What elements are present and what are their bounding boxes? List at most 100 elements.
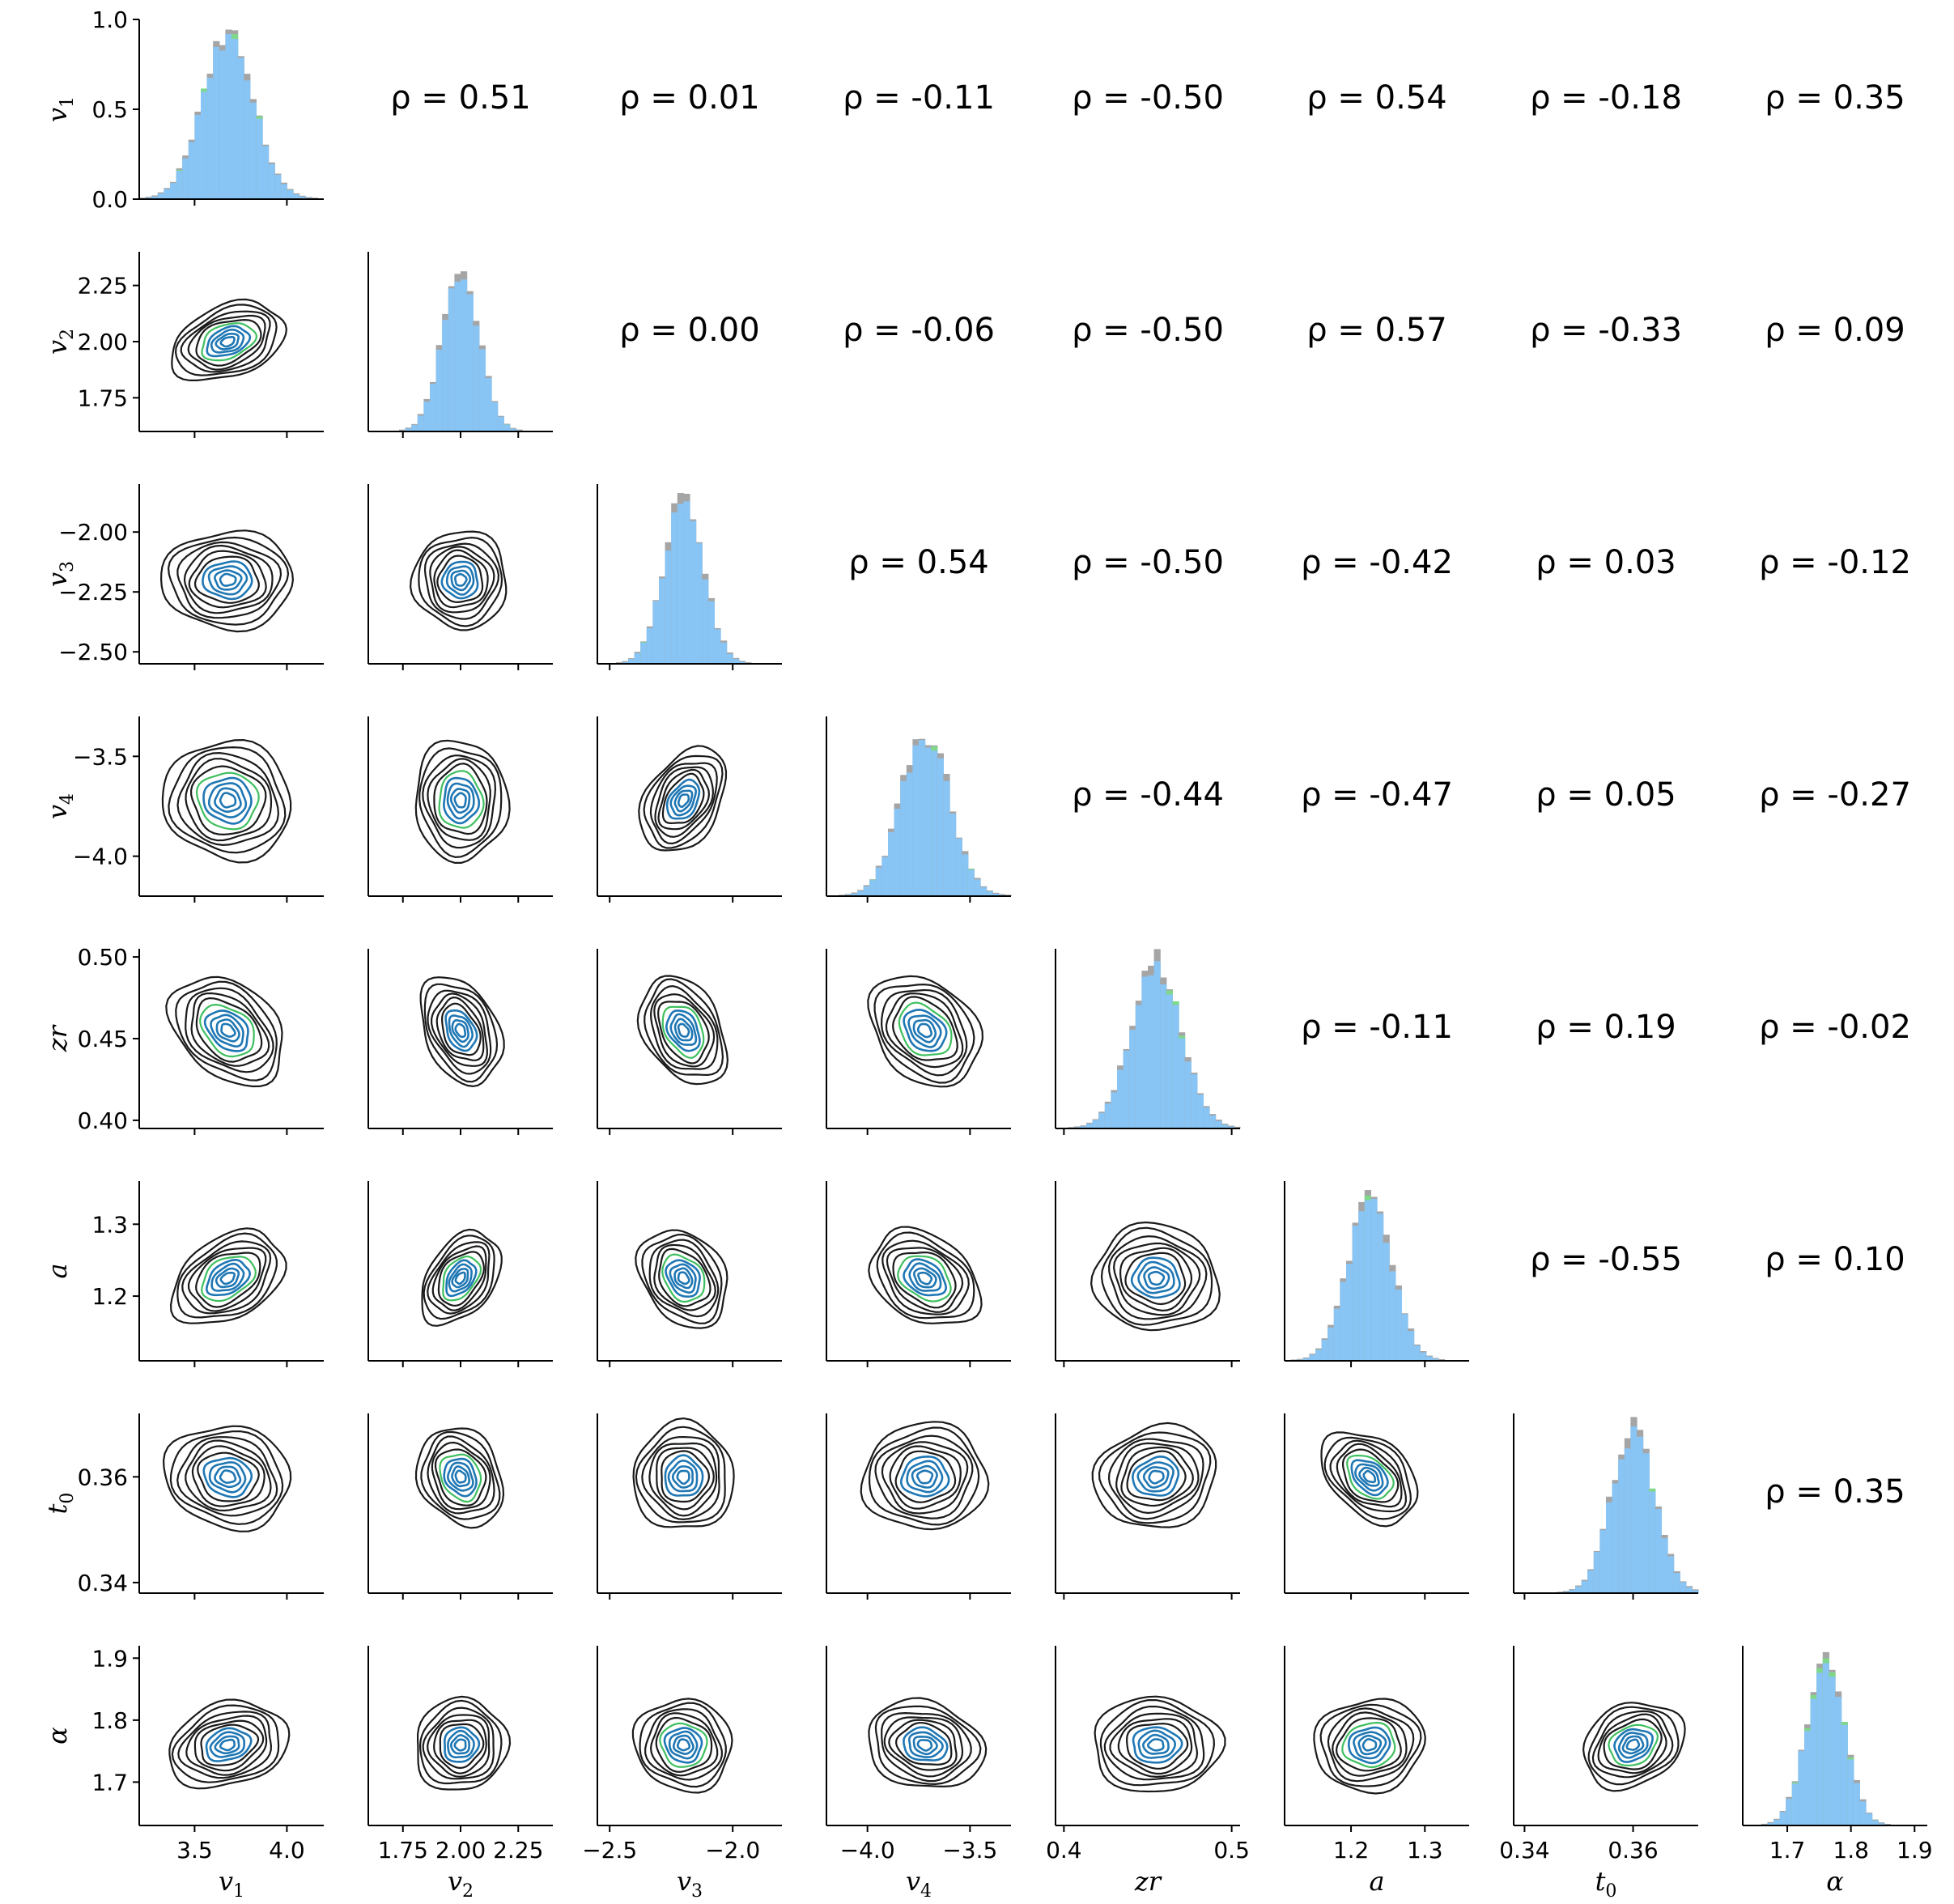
contour-line [659, 1722, 708, 1768]
contour-line [201, 322, 258, 362]
contour-line [889, 1445, 962, 1510]
y-axis-label-symbol: v [42, 805, 73, 819]
contour-line [180, 310, 271, 373]
histogram-bar [461, 279, 468, 431]
histogram-bar [454, 282, 461, 431]
contour-line [1341, 1448, 1400, 1503]
contour-line [873, 983, 975, 1084]
y-axis-label: a [42, 1263, 73, 1278]
contour-line [669, 784, 698, 817]
contour-line [860, 1421, 990, 1531]
y-tick-label: 0.45 [78, 1026, 128, 1052]
histogram-bar [435, 350, 443, 431]
histogram-bar [206, 77, 214, 200]
y-axis-label-symbol: zr [42, 1024, 73, 1052]
contour-line [644, 1708, 723, 1781]
contour-line [661, 1253, 706, 1303]
contour-line [195, 771, 260, 831]
contour-line [653, 1243, 716, 1311]
x-axis-label: t0 [1595, 1866, 1617, 1902]
y-axis-label-subscript: 2 [57, 329, 78, 340]
histogram-bar [448, 288, 455, 431]
contour-line [881, 1711, 972, 1783]
contour-line [175, 980, 278, 1082]
contour-line [176, 751, 280, 847]
correlation-label: ρ = 0.57 [1306, 312, 1446, 349]
histogram-bar [442, 320, 449, 431]
contour-line [443, 1726, 481, 1763]
contour-line [657, 768, 711, 831]
correlation-label: ρ = -0.11 [1301, 1009, 1453, 1046]
contour-line [177, 1711, 273, 1779]
y-tick-label: 1.0 [91, 6, 128, 33]
diagonal-panel-5-5 [1284, 1181, 1469, 1367]
diagonal-panel-7-7: 1.7 1.8 1.9 α [1742, 1646, 1933, 1897]
histogram-bar [237, 57, 244, 199]
contour-line [200, 1723, 260, 1766]
contour-panel-3-2 [597, 716, 782, 903]
histogram-bar [906, 772, 913, 896]
correlation-label: ρ = 0.00 [619, 312, 759, 349]
histogram-bar [980, 887, 988, 896]
contour-line [423, 1235, 495, 1320]
contour-line [168, 746, 287, 854]
histogram-bar [1327, 1327, 1335, 1361]
contour-line [874, 1434, 974, 1519]
contour-line [1090, 1221, 1221, 1332]
contour-line [1357, 1734, 1383, 1756]
histogram-bar [1129, 1030, 1136, 1128]
x-tick-label: −3.5 [942, 1837, 997, 1864]
contour-line [207, 565, 248, 596]
contour-line [1323, 1436, 1412, 1520]
contour-line [885, 992, 964, 1069]
histogram-bar [888, 831, 895, 896]
x-tick-label: 1.75 [378, 1837, 428, 1864]
y-axis-label: t0 [42, 1493, 78, 1515]
contour-line [1336, 1443, 1403, 1508]
contour-line [653, 993, 716, 1068]
contour-line [203, 1009, 249, 1052]
histogram-bar [1401, 1314, 1408, 1361]
correlation-label: ρ = -0.06 [843, 312, 995, 349]
histogram-bar [1377, 1213, 1384, 1361]
contour-line [669, 1013, 698, 1046]
contour-line [427, 758, 491, 841]
contour-line [450, 569, 472, 592]
contour-line [423, 542, 500, 620]
contour-line [655, 1716, 713, 1773]
histogram-bar [931, 750, 938, 896]
contour-line [215, 332, 240, 351]
histogram-bar [176, 170, 183, 199]
histogram-bar [677, 504, 684, 664]
contour-line [664, 1454, 704, 1497]
contour-line [649, 1712, 719, 1777]
contour-line [1125, 1723, 1189, 1770]
contour-line [1362, 1469, 1377, 1484]
correlation-label: ρ = 0.09 [1765, 312, 1905, 349]
contour-line [199, 1003, 255, 1058]
histogram-bar [1655, 1509, 1662, 1593]
contour-line [916, 1022, 932, 1039]
x-tick-label: −2.0 [705, 1837, 760, 1864]
histogram-bar [1587, 1570, 1595, 1593]
contour-line [908, 1262, 942, 1292]
contour-line [214, 1465, 242, 1489]
histogram-bar [1767, 1822, 1774, 1825]
y-tick-label: 1.9 [91, 1645, 128, 1672]
histogram-bar [1685, 1587, 1693, 1593]
contour-line [641, 1435, 720, 1521]
contour-line [911, 1464, 938, 1489]
contour-line [447, 1729, 475, 1759]
contour-line [915, 1469, 934, 1485]
contour-line [202, 560, 253, 601]
correlation-label: ρ = -0.44 [1072, 776, 1224, 814]
x-tick-label: 1.7 [1769, 1837, 1806, 1864]
contour-line [419, 976, 505, 1088]
y-tick-label: −2.25 [58, 579, 128, 606]
x-axis-label-symbol: a [1369, 1866, 1384, 1897]
x-axis-label: v4 [906, 1866, 932, 1902]
contour-line [446, 1461, 474, 1492]
contour-panel-4-2 [597, 949, 782, 1135]
y-axis-label: v1 [42, 96, 78, 122]
